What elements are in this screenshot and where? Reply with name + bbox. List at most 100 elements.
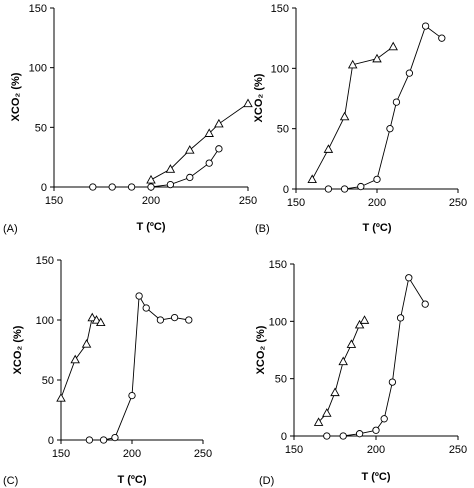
panel-b-series-circle-line [328, 25, 443, 190]
panel-d-y-tick-label: 50 [275, 374, 287, 386]
panel-c-series-triangle-line [60, 316, 102, 399]
panel-a-circle-marker [108, 183, 116, 191]
panel-b-circle-marker [438, 34, 446, 42]
panel-b-circle-marker [421, 22, 430, 30]
panel-c-triangle-marker [95, 317, 106, 327]
panel-a-triangle-marker [204, 128, 214, 137]
panel-c-triangle-marker [81, 339, 92, 348]
panel-d-x-tick-label: 200 [367, 444, 385, 456]
panel-c-label: (C) [3, 475, 18, 487]
panel-b-y-tick-label: 100 [271, 63, 289, 75]
panel-a-circle-marker [89, 183, 97, 191]
panel-c-triangle-marker [87, 312, 98, 322]
panel-d-label: (D) [259, 475, 274, 487]
panel-c-circle-marker [99, 436, 108, 444]
panel-c-circle-marker [85, 436, 94, 444]
panel-b-label: (B) [255, 223, 270, 235]
panel-a-y-axis-label: XCO₂ (%) [10, 72, 22, 121]
panel-a-y-tick-label: 50 [35, 122, 47, 134]
panel-b-circle-marker [373, 175, 381, 183]
panel-a-triangle-marker [165, 164, 176, 173]
panel-c-x-tick-label: 150 [52, 448, 70, 460]
panel-d-circle-marker [388, 378, 397, 386]
panel-b-triangle-marker [307, 174, 317, 183]
panel-b-y-tick-label: 50 [277, 124, 289, 136]
panel-b-circle-marker [340, 185, 349, 193]
panel-d-y-axis-label: XCO₂ (%) [255, 325, 267, 374]
panel-d-circle-marker [323, 432, 331, 440]
panel-d-circle-marker [339, 432, 347, 440]
panel-b-x-axis-label: T (ºC) [362, 222, 391, 234]
panel-b-x-tick-label: 150 [287, 197, 305, 209]
panel-d-triangle-marker [313, 417, 324, 426]
panel-b-circle-marker [392, 98, 401, 106]
panel-c-y-axis-label: XCO₂ (%) [12, 325, 24, 374]
panel-b-triangle-marker [323, 144, 334, 153]
panel-b-triangle-marker [388, 41, 398, 51]
panel-a-y-tick-label: 100 [29, 63, 47, 75]
panel-b-y-tick-label: 150 [271, 3, 289, 15]
panel-b-series-triangle-line [311, 46, 394, 180]
panel-c-circle-marker [135, 292, 143, 300]
panel-d-circle-marker [421, 300, 429, 308]
panel-a-triangle-marker [146, 174, 156, 184]
panel-b-circle-marker [405, 69, 414, 77]
panel-a-series-triangle-line [150, 103, 249, 181]
panel-c-circle-marker [170, 313, 179, 322]
panel-c-x-tick-label: 200 [123, 448, 141, 460]
panel-b-triangle-marker [347, 59, 358, 69]
panel-d-circle-marker [372, 426, 380, 434]
panel-a-circle-marker [166, 180, 175, 189]
panel-d-triangle-marker [346, 339, 357, 348]
panel-a-x-tick-label: 150 [45, 195, 63, 207]
panel-c-triangle-marker [70, 354, 80, 364]
panel-c-circle-marker [128, 391, 136, 400]
panel-b-x-tick-label: 250 [449, 197, 467, 209]
panel-d-circle-marker [355, 430, 364, 438]
panel-b-circle-marker [324, 185, 333, 193]
panel-d-triangle-marker [330, 387, 340, 397]
panel-a-triangle-marker [243, 98, 253, 108]
panel-c-triangle-marker [56, 393, 66, 402]
panel-a-x-tick-label: 250 [239, 195, 257, 207]
panel-d-triangle-marker [359, 315, 370, 324]
panel-c-circle-marker [156, 316, 165, 324]
panel-c-y-tick-label: 0 [48, 435, 54, 447]
panel-c-y-tick-label: 150 [36, 255, 54, 267]
panel-d-y-tick-label: 0 [281, 431, 287, 443]
panel-d-triangle-marker [338, 356, 348, 366]
panel-a-circle-marker [147, 183, 155, 191]
panel-d-series-triangle-line [318, 319, 365, 423]
panel-d-x-tick-label: 250 [449, 444, 467, 456]
panel-a-circle-marker [127, 183, 136, 191]
panel-b-triangle-marker [372, 53, 382, 63]
panel-a-x-axis-label: T (ºC) [136, 221, 165, 233]
panel-d-triangle-marker [322, 408, 332, 417]
panel-d-y-tick-label: 100 [269, 316, 287, 328]
panel-c-y-tick-label: 50 [42, 375, 54, 387]
panel-b-circle-marker [386, 125, 394, 133]
panel-a-triangle-marker [185, 145, 195, 154]
panel-d-x-tick-label: 150 [285, 444, 303, 456]
panel-c-triangle-marker [91, 315, 102, 324]
panel-a-triangle-marker [214, 118, 224, 128]
panel-c-x-axis-label: T (ºC) [117, 474, 146, 486]
panel-c-y-tick-label: 100 [36, 315, 54, 327]
panel-b-triangle-marker [339, 111, 350, 121]
panel-d-circle-marker [405, 274, 413, 282]
panel-d-x-axis-label: T (ºC) [361, 471, 390, 483]
panel-d-circle-marker [380, 415, 388, 423]
panel-b-y-tick-label: 0 [283, 184, 289, 196]
panel-a-circle-marker [205, 159, 213, 167]
panel-c-circle-marker [111, 433, 119, 442]
panel-a-circle-marker [215, 145, 223, 153]
panel-b-x-tick-label: 200 [368, 197, 386, 209]
panel-d-triangle-marker [354, 319, 365, 329]
panel-d-y-tick-label: 150 [269, 259, 287, 271]
panel-c-circle-marker [142, 304, 150, 312]
panel-c-x-tick-label: 250 [194, 448, 212, 460]
panel-a-y-tick-label: 150 [29, 3, 47, 15]
panel-b-y-axis-label: XCO₂ (%) [253, 73, 265, 122]
panel-c-circle-marker [185, 316, 193, 324]
